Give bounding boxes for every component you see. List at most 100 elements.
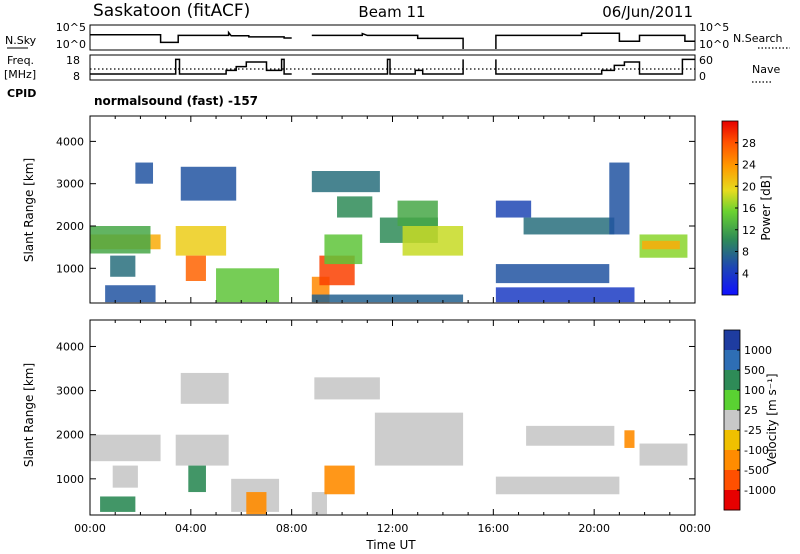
velocity-region-1	[112, 465, 138, 488]
nsky-line-segment-1	[311, 32, 464, 49]
velocity-cbar-label-2: 100	[744, 384, 765, 397]
power-region-4	[105, 285, 156, 303]
noise-tick-high-right: 10^5	[699, 21, 729, 34]
velocity-region-12	[495, 476, 620, 495]
noise-tick-high-left: 10^5	[56, 21, 86, 34]
freq-label-2: [MHz]	[4, 68, 36, 81]
velocity-region-9	[324, 465, 355, 495]
velocity-colorbar: 1000 500 100 25 -25 -100 -500 -1000	[723, 329, 776, 511]
power-cbar-label-0: 4	[742, 267, 749, 280]
velocity-region-7	[180, 372, 229, 404]
velocity-y-axis: 1000 2000 3000 4000	[56, 340, 695, 486]
power-cbar-label-2: 12	[742, 224, 756, 237]
velocity-cbar-label-7: -1000	[744, 484, 776, 497]
power-ytick-label-0: 1000	[56, 262, 84, 275]
power-region-16	[397, 200, 438, 226]
power-cbar-label-3: 16	[742, 202, 756, 215]
power-region-21	[495, 287, 635, 303]
power-ytick-label-1: 2000	[56, 220, 84, 233]
velocity-cbar-swatch-7	[724, 470, 740, 491]
velocity-cbar-swatch-0	[724, 330, 740, 351]
velocity-x-axis: 00:00 04:00 08:00 12:00 16:00 20:00 00:00	[74, 320, 711, 535]
power-region-6	[185, 255, 206, 281]
velocity-cbar-label-6: -500	[744, 464, 769, 477]
velocity-region-0	[90, 434, 161, 462]
nave-tick-0: 0	[699, 70, 706, 83]
velocity-xtick-label-4: 16:00	[477, 522, 509, 535]
nsky-line-segment-2	[495, 32, 695, 49]
velocity-xtick-label-0: 00:00	[74, 522, 106, 535]
power-cbar-label-4: 20	[742, 180, 756, 193]
noise-panel: N.Sky 10^5 10^0 10^5 10^0 N.Search	[5, 21, 790, 51]
velocity-xtick-label-6: 00:00	[679, 522, 711, 535]
freq-tick-8: 8	[73, 70, 80, 83]
power-colorbar-label: Power [dB]	[759, 175, 773, 240]
power-ytick-label-3: 4000	[56, 135, 84, 148]
velocity-ytick-label-2: 3000	[56, 385, 84, 398]
velocity-cbar-label-3: 25	[744, 404, 758, 417]
power-region-2	[110, 255, 136, 277]
nsky-label: N.Sky	[5, 34, 37, 47]
velocity-region-6	[246, 492, 267, 515]
power-y-axis: 1000 2000 3000 4000	[56, 135, 695, 275]
power-region-11	[324, 234, 363, 265]
velocity-xtick-label-2: 08:00	[276, 522, 308, 535]
nave-tick-60: 60	[699, 54, 713, 67]
velocity-cbar-label-1: 500	[744, 364, 765, 377]
velocity-ytick-label-0: 1000	[56, 473, 84, 486]
velocity-region-11	[374, 412, 464, 466]
freq-label-1: Freq.	[7, 54, 34, 67]
power-region-15	[402, 226, 464, 256]
power-region-3	[135, 162, 154, 184]
velocity-panel: 1000 2000 3000 4000 00:00 04:00 08:00 12:00 16:…	[22, 319, 779, 552]
velocity-region-2	[100, 496, 136, 512]
station-title: Saskatoon (fitACF)	[93, 1, 250, 21]
noise-tick-low-right: 10^0	[699, 38, 729, 51]
velocity-colorbar-label: Velocity [m s⁻¹]	[765, 373, 779, 466]
power-region-7	[216, 268, 280, 303]
freq-line-segment-2	[495, 58, 695, 75]
velocity-region-10	[314, 377, 380, 400]
power-region-8	[180, 166, 237, 201]
velocity-cbar-swatch-5	[724, 430, 740, 451]
power-region-12	[311, 171, 380, 193]
power-colorbar-ticks: 4 8 12 16 20 24 28	[735, 137, 756, 280]
power-region-19	[523, 217, 615, 235]
freq-tick-18: 18	[66, 54, 80, 67]
velocity-region-13	[526, 425, 615, 446]
power-region-22	[609, 162, 630, 235]
nsky-line-segment-0	[90, 30, 292, 44]
nave-label: Nave	[752, 63, 780, 76]
power-region-20	[495, 200, 532, 218]
power-region-18	[495, 264, 610, 284]
power-panel: 1000 2000 3000 4000 Slant Range [km] 4 8 12 16…	[22, 115, 773, 304]
velocity-cbar-swatch-4	[724, 410, 740, 431]
velocity-xlabel: Time UT	[365, 538, 416, 552]
nsearch-label: N.Search	[733, 32, 783, 45]
power-region-24	[642, 240, 680, 250]
power-region-17	[311, 294, 464, 303]
velocity-region-4	[188, 465, 206, 493]
freq-line-segment-0	[90, 58, 292, 75]
velocity-data	[90, 372, 688, 515]
frequency-panel: Freq. [MHz] 18 8 60 0 Nave	[4, 54, 780, 83]
beam-title: Beam 11	[358, 3, 425, 21]
power-region-13	[337, 196, 373, 218]
power-data	[90, 162, 688, 303]
velocity-region-15	[639, 443, 688, 466]
power-x-ticks	[89, 116, 696, 303]
noise-tick-low-left: 10^0	[56, 38, 86, 51]
velocity-xtick-label-3: 12:00	[377, 522, 409, 535]
velocity-ytick-label-1: 2000	[56, 429, 84, 442]
velocity-cbar-label-4: -25	[744, 424, 762, 437]
velocity-cbar-label-5: -100	[744, 444, 769, 457]
power-cbar-label-6: 28	[742, 137, 756, 150]
velocity-region-14	[624, 430, 635, 448]
power-ylabel: Slant Range [km]	[22, 158, 36, 262]
cpid-label: CPID	[7, 87, 36, 100]
power-cbar-label-5: 24	[742, 159, 756, 172]
velocity-cbar-swatch-1	[724, 350, 740, 371]
velocity-cbar-swatch-8	[724, 490, 740, 511]
noise-series	[90, 30, 695, 49]
